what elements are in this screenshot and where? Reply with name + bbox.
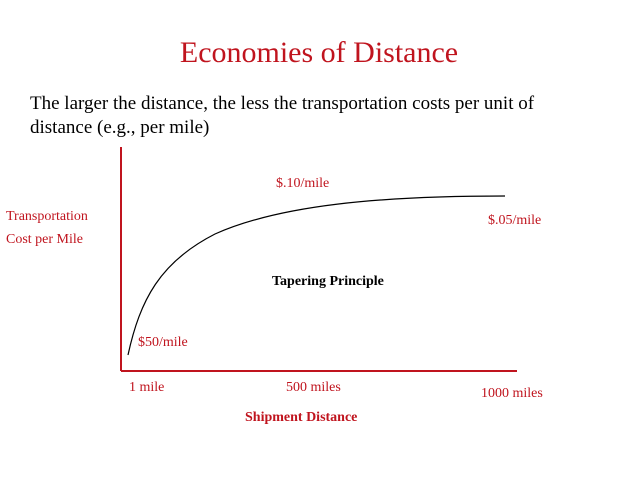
x-tick-1-mile: 1 mile (129, 380, 165, 395)
rate-label-start: $50/mile (138, 335, 188, 350)
x-axis-label: Shipment Distance (245, 410, 358, 425)
slide-subtitle: The larger the distance, the less the tr… (30, 93, 535, 138)
x-tick-1000-miles: 1000 miles (481, 386, 543, 401)
x-tick-500-miles: 500 miles (286, 380, 341, 395)
rate-label-mid: $.10/mile (276, 176, 330, 191)
tapering-curve (127, 195, 506, 356)
y-axis-label-line2: Cost per Mile (6, 232, 83, 247)
y-axis-label-line1: Transportation (6, 209, 88, 224)
slide-title: Economies of Distance (179, 36, 459, 69)
tapering-principle-label: Tapering Principle (272, 274, 384, 289)
rate-label-end: $.05/mile (488, 213, 542, 228)
